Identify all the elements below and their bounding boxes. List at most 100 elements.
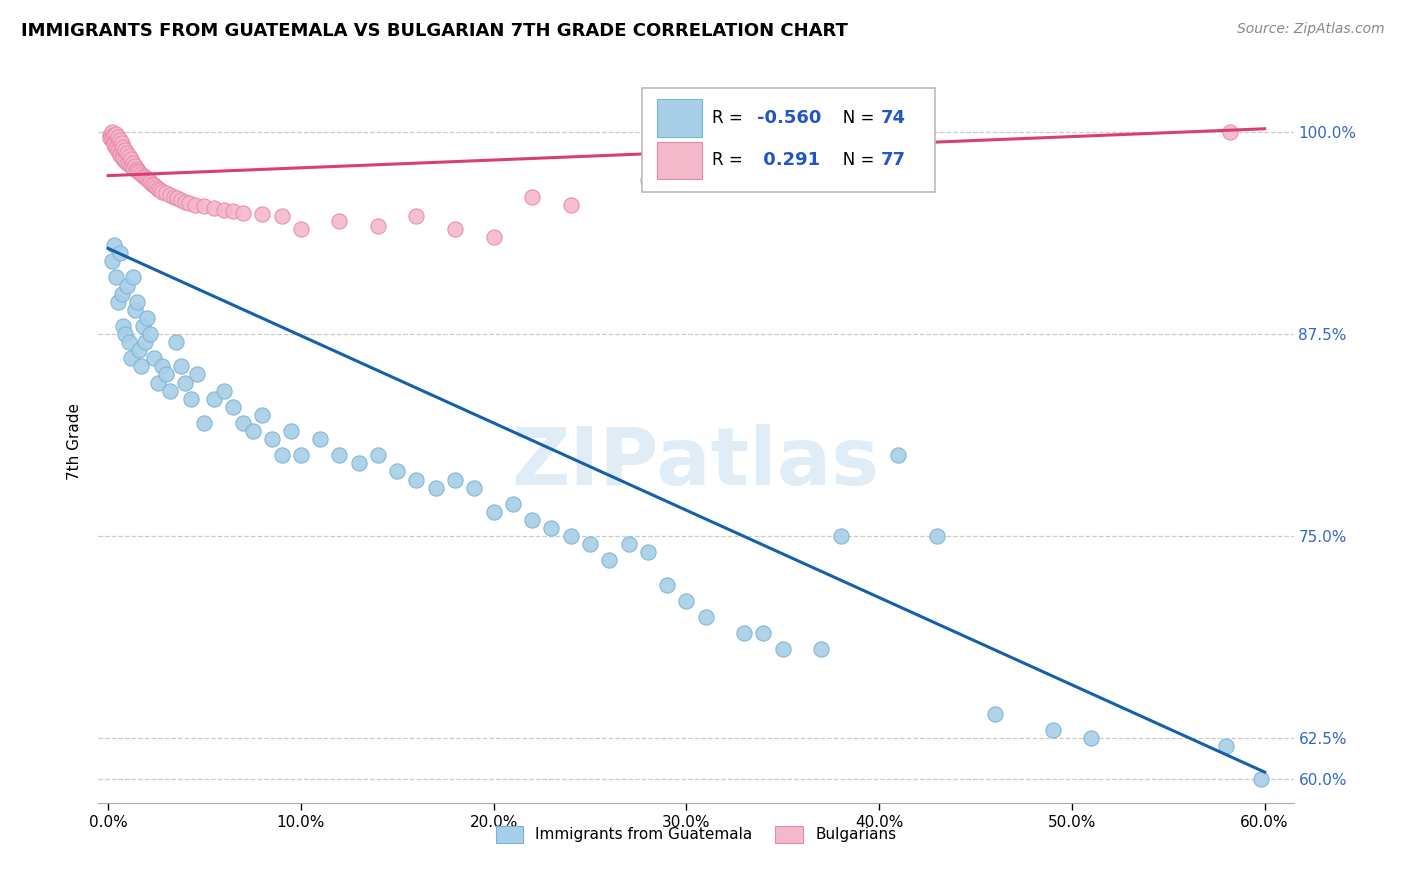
Point [193, 199, 215, 213]
Point [405, 473, 427, 487]
Point [270, 448, 292, 462]
Point [132, 169, 155, 183]
Point [108, 133, 131, 147]
Point [159, 384, 181, 398]
Point [122, 270, 145, 285]
Point [110, 286, 132, 301]
Point [98, 128, 121, 143]
Point [107, 129, 129, 144]
Point [463, 481, 485, 495]
Point [138, 173, 160, 187]
Point [177, 196, 200, 211]
Point [174, 194, 197, 209]
Point [830, 141, 852, 155]
Point [107, 294, 129, 309]
Point [212, 202, 235, 217]
Text: R =: R = [711, 109, 748, 127]
Point [280, 424, 302, 438]
Point [1219, 125, 1241, 139]
Point [117, 278, 139, 293]
Point [104, 127, 127, 141]
Text: IMMIGRANTS FROM GUATEMALA VS BULGARIAN 7TH GRADE CORRELATION CHART: IMMIGRANTS FROM GUATEMALA VS BULGARIAN 7… [21, 22, 848, 40]
Point [162, 189, 184, 203]
Point [675, 157, 697, 171]
Point [120, 159, 142, 173]
Point [166, 191, 188, 205]
Point [103, 128, 125, 143]
Point [139, 326, 162, 341]
Point [148, 376, 170, 390]
Point [170, 359, 193, 374]
Point [141, 177, 163, 191]
Legend: Immigrants from Guatemala, Bulgarians: Immigrants from Guatemala, Bulgarians [489, 820, 903, 849]
Point [1250, 772, 1272, 786]
Point [101, 129, 124, 144]
Point [114, 143, 136, 157]
Point [385, 465, 409, 479]
Point [155, 186, 177, 201]
Point [502, 497, 524, 511]
Point [112, 139, 135, 153]
Point [103, 135, 125, 149]
Point [830, 529, 852, 543]
Point [104, 139, 127, 153]
Point [617, 537, 640, 551]
Point [242, 424, 264, 438]
Point [134, 335, 156, 350]
Text: 0.291: 0.291 [756, 152, 820, 169]
Point [124, 159, 146, 173]
Point [165, 335, 187, 350]
Point [139, 175, 162, 189]
Point [125, 162, 148, 177]
Point [120, 153, 142, 167]
Point [159, 188, 181, 202]
Point [145, 180, 167, 194]
Point [598, 553, 620, 567]
Point [290, 448, 312, 462]
Point [425, 481, 447, 495]
Point [405, 209, 427, 223]
Point [733, 626, 755, 640]
Point [129, 167, 152, 181]
Point [104, 141, 127, 155]
Point [108, 147, 131, 161]
Point [520, 189, 543, 203]
Point [309, 432, 332, 446]
Point [114, 326, 136, 341]
Y-axis label: 7th Grade: 7th Grade [67, 403, 83, 480]
Point [202, 201, 225, 215]
Point [1080, 731, 1102, 746]
Point [810, 642, 832, 657]
Point [125, 294, 148, 309]
Point [143, 178, 166, 193]
Text: N =: N = [827, 152, 880, 169]
FancyBboxPatch shape [643, 87, 935, 193]
Point [112, 153, 135, 167]
Text: -0.560: -0.560 [756, 109, 821, 127]
Point [124, 302, 146, 317]
Point [150, 359, 173, 374]
Point [752, 149, 775, 163]
Point [887, 448, 910, 462]
Point [212, 384, 235, 398]
Point [112, 151, 135, 165]
Point [186, 368, 208, 382]
Point [752, 626, 775, 640]
FancyBboxPatch shape [657, 142, 702, 179]
Point [107, 145, 129, 159]
FancyBboxPatch shape [657, 99, 702, 136]
Point [107, 143, 129, 157]
Point [444, 222, 467, 236]
Point [103, 136, 125, 151]
Point [114, 154, 136, 169]
Point [98, 131, 121, 145]
Point [1042, 723, 1064, 737]
Point [367, 448, 389, 462]
Point [202, 392, 225, 406]
Point [117, 155, 139, 169]
Text: ZIPatlas: ZIPatlas [512, 425, 880, 502]
Point [118, 335, 141, 350]
Point [328, 448, 350, 462]
Point [149, 183, 172, 197]
Point [560, 198, 582, 212]
